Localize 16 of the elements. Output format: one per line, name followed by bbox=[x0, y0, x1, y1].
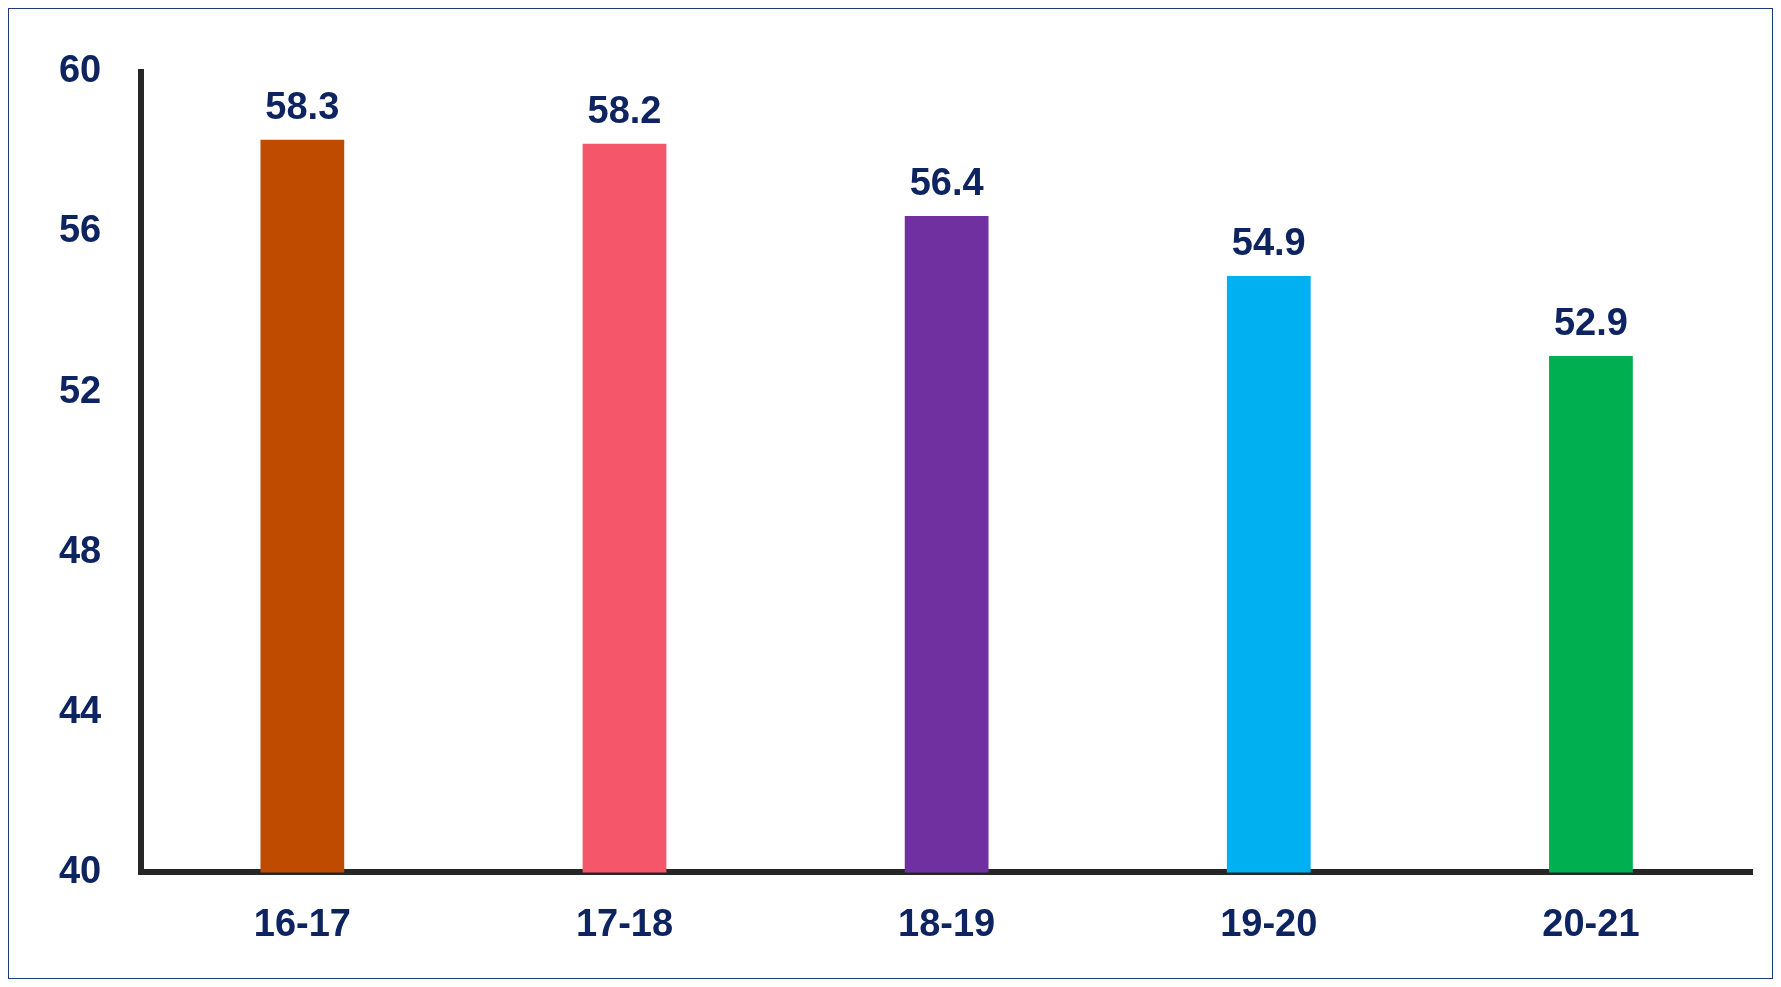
x-tick-label: 17-18 bbox=[575, 901, 674, 944]
y-tick-label: 52 bbox=[58, 368, 102, 411]
x-tick-label: 16-17 bbox=[253, 901, 351, 944]
data-label: 56.4 bbox=[909, 161, 984, 204]
data-label: 58.2 bbox=[587, 89, 662, 132]
x-tick-label: 18-19 bbox=[898, 901, 996, 944]
y-tick-label: 48 bbox=[58, 528, 102, 571]
x-tick-label: 19-20 bbox=[1220, 901, 1318, 944]
y-tick-label: 56 bbox=[58, 208, 102, 251]
y-tick-label: 60 bbox=[58, 48, 102, 91]
data-label: 54.9 bbox=[1231, 221, 1306, 264]
y-tick-label: 40 bbox=[58, 848, 102, 891]
data-label: 58.3 bbox=[265, 85, 340, 128]
x-tick-label: 20-21 bbox=[1542, 901, 1640, 944]
y-tick-label: 44 bbox=[58, 688, 102, 731]
data-label: 52.9 bbox=[1553, 301, 1628, 344]
